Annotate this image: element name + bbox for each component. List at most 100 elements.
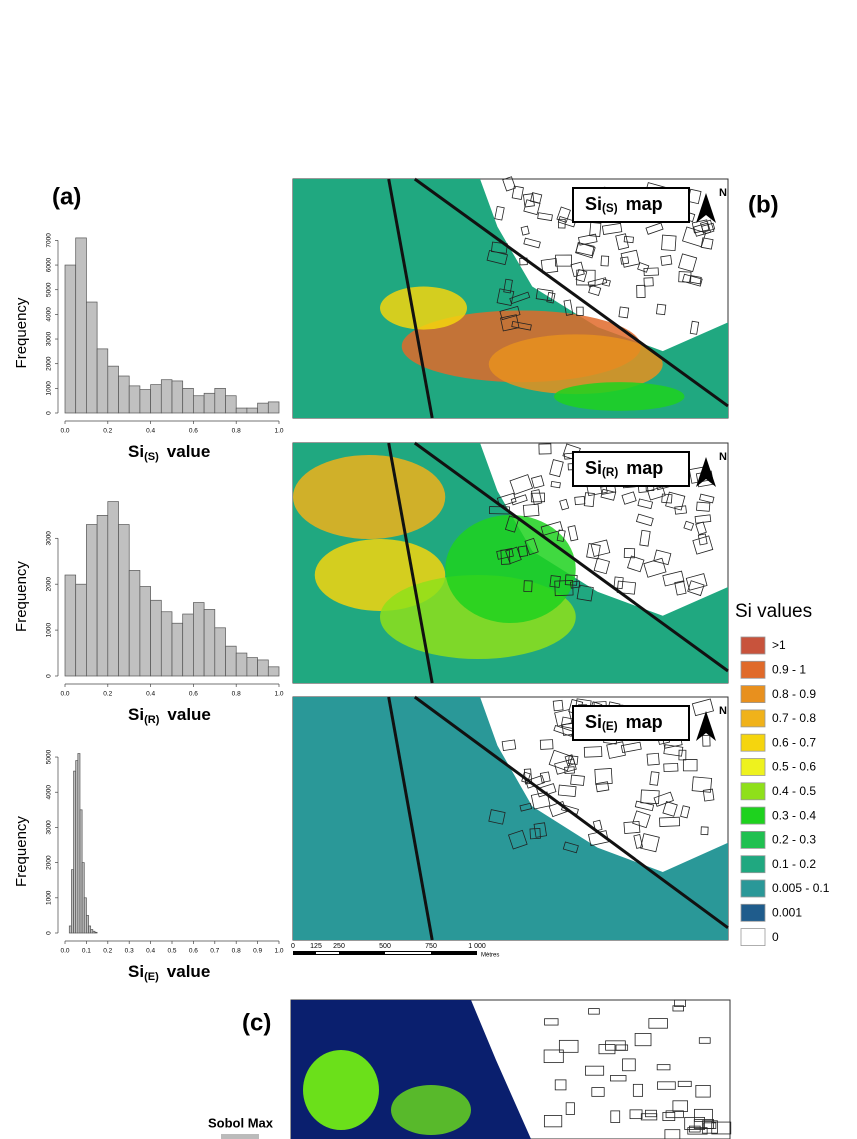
map-title-box [572, 705, 690, 741]
building [605, 1040, 626, 1051]
building [500, 549, 511, 565]
bar [94, 931, 98, 934]
building [539, 771, 551, 783]
y-tick-label: 2000 [46, 356, 53, 371]
panel-label: (a) [52, 183, 81, 210]
building [702, 734, 711, 747]
building [543, 1049, 564, 1064]
road [413, 695, 729, 930]
bar [193, 602, 205, 677]
bar [160, 379, 173, 414]
bar [203, 392, 216, 414]
y-tick-label: 0 [46, 674, 53, 678]
x-tick-label: 1.0 [274, 428, 283, 435]
building [615, 233, 630, 251]
building [662, 801, 678, 817]
building [540, 521, 564, 536]
building [558, 218, 566, 229]
building [653, 791, 674, 807]
building [663, 762, 679, 773]
building [557, 784, 577, 798]
bar [160, 611, 173, 677]
x-tick-label: 0.5 [167, 948, 176, 955]
legend-swatch [740, 758, 766, 776]
y-tick-label: 1000 [46, 890, 53, 905]
building [523, 580, 533, 593]
bar [235, 407, 248, 414]
building [486, 249, 508, 266]
bar [86, 915, 89, 934]
building [570, 774, 585, 786]
legend-swatch [740, 855, 766, 874]
building [640, 833, 660, 853]
building [691, 698, 714, 717]
bar [128, 385, 141, 414]
building [550, 481, 561, 489]
bar [150, 384, 162, 414]
building [598, 1044, 616, 1055]
building [558, 1039, 579, 1053]
x-tick-label: 0.8 [232, 691, 241, 698]
building [680, 805, 691, 819]
y-tick-label: 3000 [46, 331, 53, 346]
y-tick-label: 2000 [46, 577, 53, 592]
x-tick-label: 0.6 [189, 948, 198, 955]
bar [75, 237, 87, 414]
legend-label: >1 [772, 638, 786, 652]
building [535, 288, 554, 302]
y-tick-label: 1000 [46, 381, 53, 396]
building [552, 699, 564, 712]
sobol-label: Sobol Max [208, 1115, 274, 1130]
building [601, 222, 623, 235]
bar [150, 599, 162, 677]
x-tick-label: 0.8 [232, 428, 241, 435]
legend-swatch [740, 733, 766, 752]
map-c-patch [303, 1050, 379, 1130]
north-label: N [719, 705, 727, 717]
x-axis-title: Si(E) value [128, 962, 210, 982]
building [517, 545, 529, 558]
building [615, 1044, 629, 1051]
map-title: Si(E) map [585, 712, 663, 733]
bar [86, 301, 98, 414]
x-tick-label: 0.7 [210, 948, 219, 955]
building [510, 494, 528, 506]
legend-swatch [740, 709, 766, 728]
building [659, 816, 681, 827]
building [594, 768, 613, 785]
building [555, 254, 572, 267]
building [523, 237, 541, 249]
legend-label: 0.001 [772, 905, 802, 919]
building [672, 1100, 688, 1112]
building [663, 744, 684, 757]
north-arrow [696, 193, 716, 223]
building [496, 288, 515, 306]
y-tick-label: 4000 [46, 307, 53, 322]
building [702, 788, 715, 802]
building [523, 199, 541, 216]
building [576, 306, 584, 316]
road [387, 442, 434, 684]
building [509, 474, 534, 495]
building [621, 491, 637, 505]
building [682, 759, 698, 772]
building [656, 303, 667, 316]
building [711, 1121, 732, 1135]
building [687, 1127, 708, 1135]
bar [267, 666, 280, 677]
legend-swatch [740, 660, 766, 679]
bar [182, 613, 194, 677]
building [591, 1087, 605, 1097]
bar [267, 401, 280, 414]
x-tick-label: 0.2 [103, 691, 112, 698]
building [687, 580, 705, 597]
x-tick-label: 0.4 [146, 691, 155, 698]
building [665, 491, 686, 511]
building [656, 1064, 671, 1071]
building [622, 1058, 636, 1072]
scale-unit: Mètres [481, 953, 499, 959]
road [387, 696, 434, 941]
building [546, 291, 556, 304]
building [613, 576, 624, 590]
